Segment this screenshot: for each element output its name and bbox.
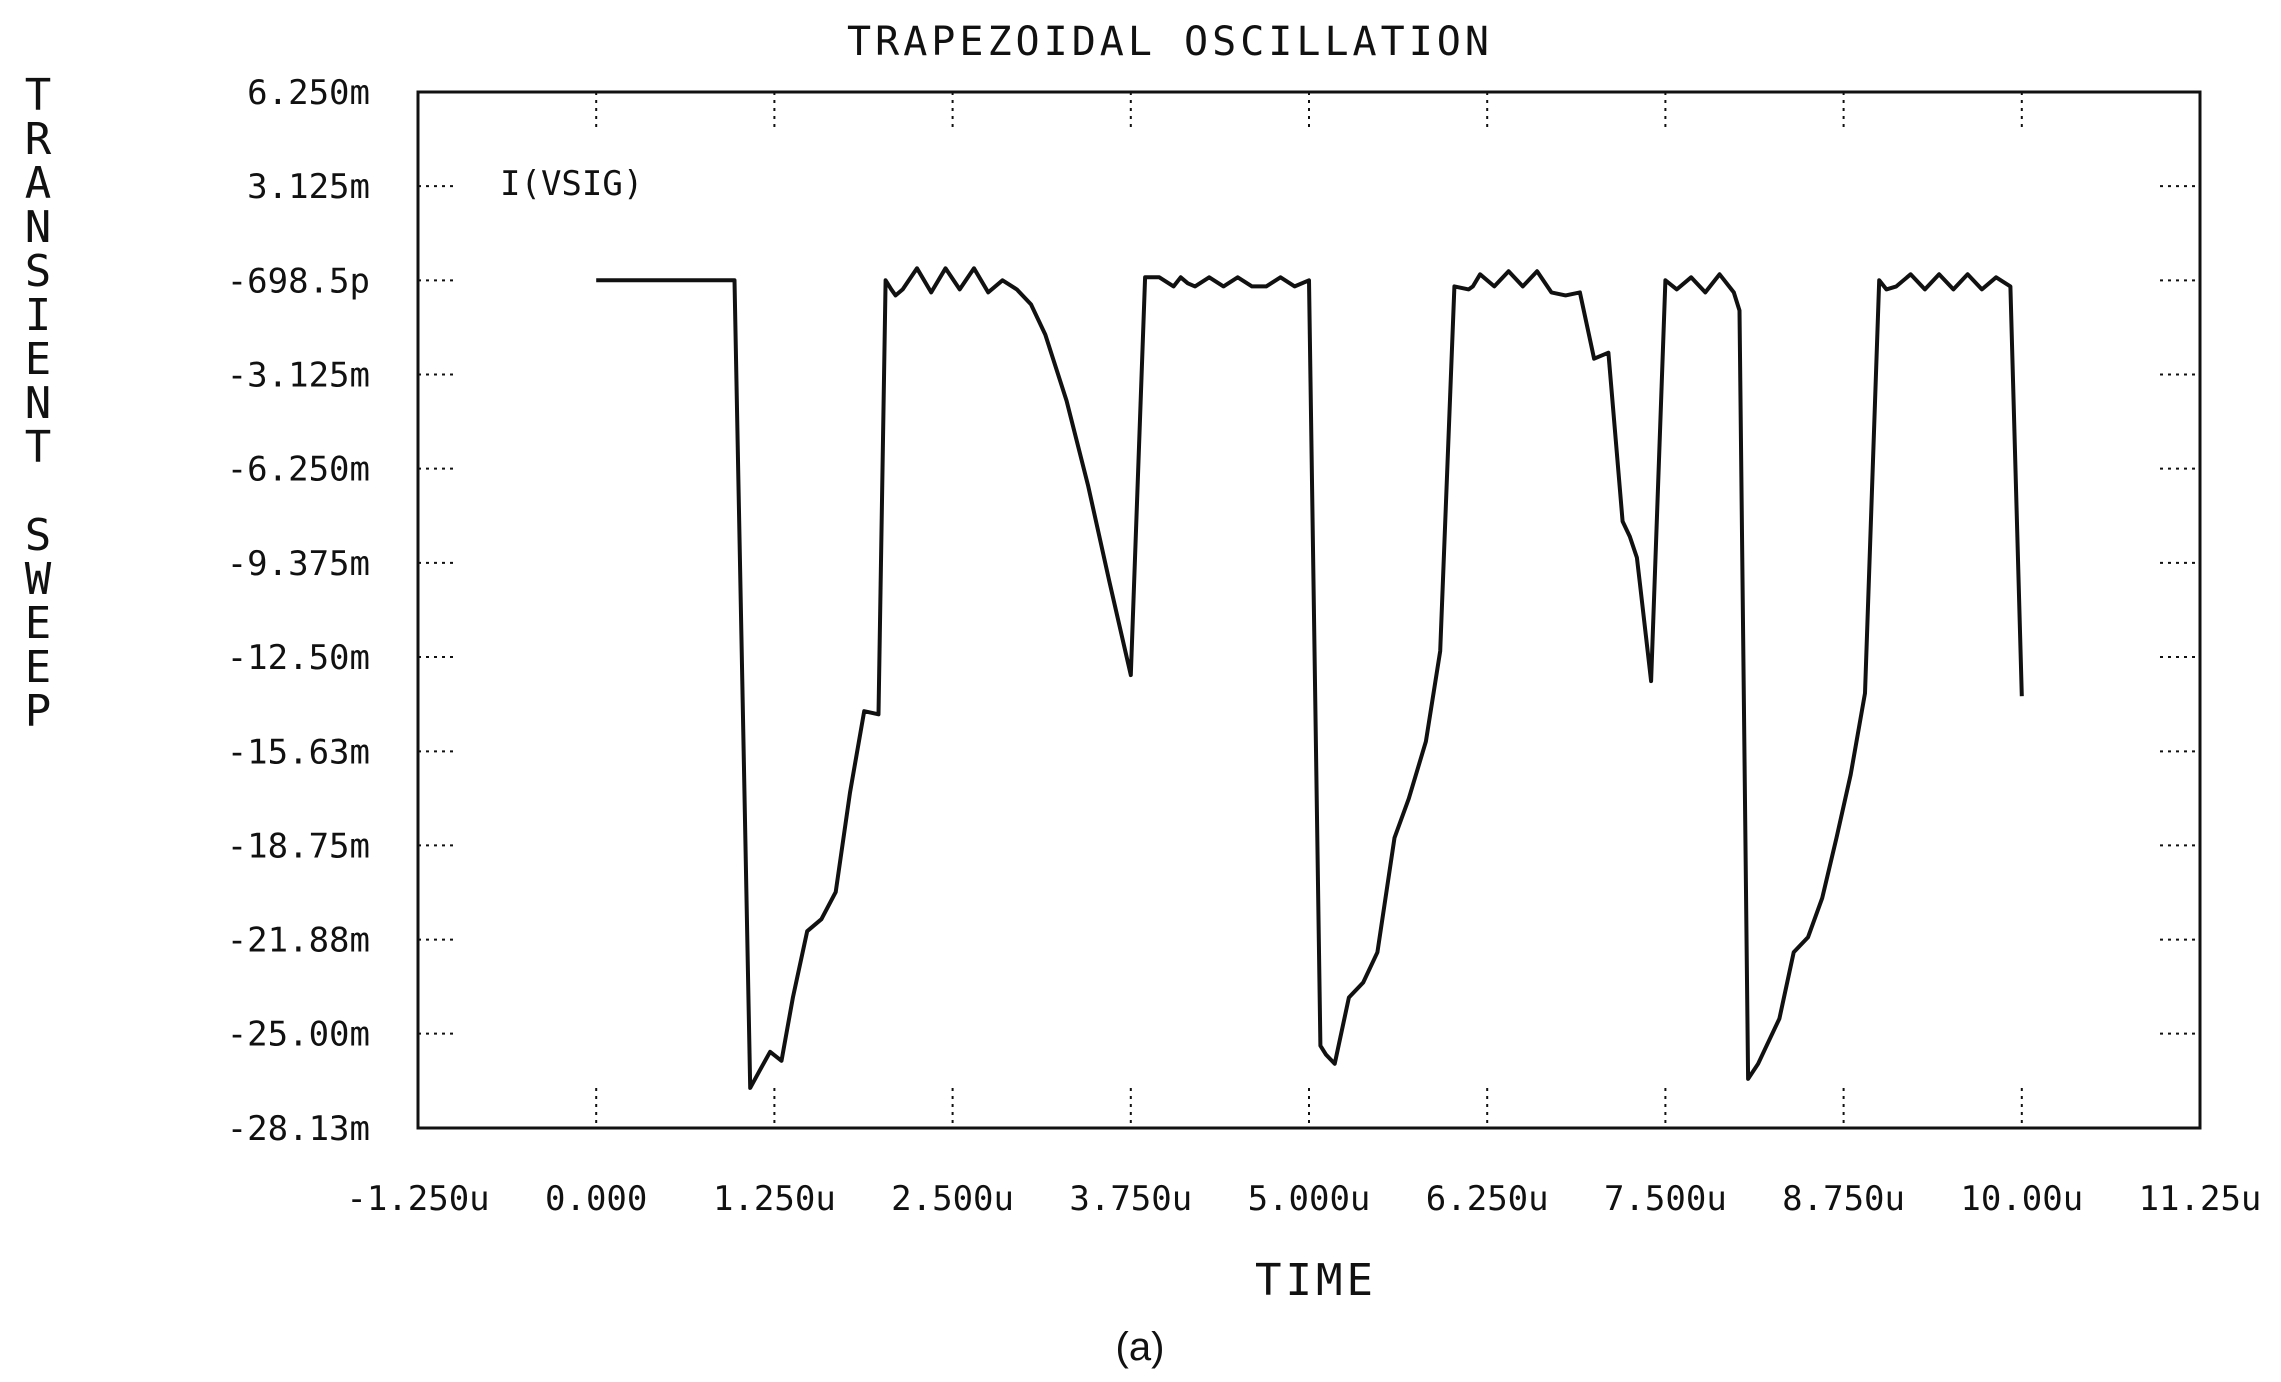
y-axis-title-letter: E [25,334,56,385]
x-tick-label: 7.500u [1604,1179,1727,1219]
x-tick-label: -1.250u [346,1179,489,1219]
x-tick-label: 8.750u [1782,1179,1905,1219]
x-tick-label: 11.25u [2139,1179,2262,1219]
y-tick-label: -12.50m [227,638,370,678]
chart-title: TRAPEZOIDAL OSCILLATION [847,19,1493,65]
figure-caption: (a) [1116,1325,1165,1369]
y-tick-label: -698.5p [227,261,370,301]
y-axis-title-letter: N [25,202,56,253]
x-tick-label: 5.000u [1248,1179,1371,1219]
y-axis-title-letter: A [25,158,56,209]
y-axis-title-letter: E [25,598,56,649]
series-label: I(VSIG) [500,164,643,204]
x-tick-label: 6.250u [1426,1179,1549,1219]
y-axis-title-letter: T [25,422,56,473]
y-axis-title-letter: I [25,290,56,341]
y-axis-title-letter: E [25,642,56,693]
y-axis-title-letter: T [25,70,56,121]
y-axis-title-letter: P [25,686,56,737]
plot-frame [416,90,2202,1130]
x-tick-label: 1.250u [713,1179,836,1219]
y-tick-label: -9.375m [227,544,370,584]
y-axis-title-letter: S [25,246,56,297]
x-tick-labels: -1.250u 0.000 1.250u 2.500u 3.750u 5.000u 6.25… [346,1179,2261,1219]
y-axis-title-letter: N [25,378,56,429]
y-tick-labels: 6.250m 3.125m -698.5p -3.125m -6.250m -9.375m… [227,73,370,1149]
y-axis-title-letter: R [25,114,56,165]
y-axis-title-letter: W [25,554,56,605]
y-tick-label: -6.250m [227,450,370,490]
x-tick-label: 3.750u [1069,1179,1192,1219]
x-tick-label: 10.00u [1960,1179,2083,1219]
series-line [596,266,2024,1090]
y-axis-title-letter: S [25,510,56,561]
y-tick-label: -28.13m [227,1109,370,1149]
y-tick-label: -3.125m [227,356,370,396]
y-tick-label: -25.00m [227,1015,370,1055]
y-tick-label: -18.75m [227,826,370,866]
x-axis-title: TIME [1255,1255,1377,1306]
x-tick-label: 2.500u [891,1179,1014,1219]
y-tick-label: -15.63m [227,732,370,772]
x-tick-label: 0.000 [545,1179,647,1219]
y-tick-label: -21.88m [227,921,370,961]
y-tick-label: 6.250m [247,73,370,113]
grid-marks [418,92,2200,1128]
y-tick-label: 3.125m [247,167,370,207]
